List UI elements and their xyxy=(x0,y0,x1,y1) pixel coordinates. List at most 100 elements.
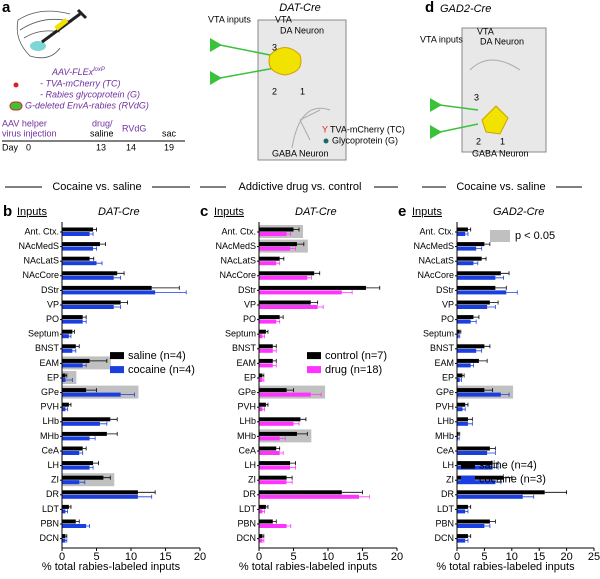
section-headers: Cocaine vs. saline Addictive drug vs. co… xyxy=(5,181,582,193)
bar xyxy=(62,334,69,339)
timeline-label: 19 xyxy=(164,142,174,152)
error-bar xyxy=(93,461,99,466)
bar xyxy=(62,242,100,247)
bar xyxy=(457,246,477,251)
bar xyxy=(259,421,294,426)
error-bar xyxy=(462,407,466,412)
error-bar xyxy=(489,446,496,451)
bar xyxy=(259,465,291,470)
legend-swatch xyxy=(307,366,321,374)
error-bar xyxy=(75,519,80,524)
bar xyxy=(62,319,83,324)
x-tick-label: 15 xyxy=(533,551,545,563)
bar xyxy=(62,315,83,320)
x-tick-label: 20 xyxy=(194,551,206,563)
error-bar xyxy=(96,261,103,266)
panel-letter: d xyxy=(425,0,434,16)
bar xyxy=(457,407,463,412)
gaba-neuron xyxy=(291,107,331,149)
error-bar xyxy=(286,475,293,480)
category-label: MHb xyxy=(40,431,59,441)
x-tick-label: 0 xyxy=(454,551,460,563)
timeline-label: 0 xyxy=(26,142,31,152)
bar xyxy=(259,490,342,495)
bar xyxy=(62,421,100,426)
category-label: NAcCore xyxy=(22,270,59,280)
error-bar xyxy=(272,358,277,363)
dat-schematic: DAT-Cre VTA inputs VTA DA Neuron GABA Ne… xyxy=(208,2,405,161)
error-bar xyxy=(93,227,97,232)
error-bar xyxy=(276,319,281,324)
bar xyxy=(62,373,66,378)
chart-title: GAD2-Cre xyxy=(493,206,544,218)
category-label: VP xyxy=(442,299,454,309)
input-neuron xyxy=(210,71,222,85)
x-axis-label: % total rabies-labeled inputs xyxy=(42,561,181,573)
error-bar xyxy=(495,285,507,290)
bar xyxy=(457,504,468,509)
bar xyxy=(62,227,94,232)
error-bar xyxy=(495,480,502,485)
category-label: DCN xyxy=(40,533,60,543)
error-bar xyxy=(279,451,284,455)
bar xyxy=(62,256,90,261)
error-bar xyxy=(106,431,118,436)
syringe xyxy=(41,8,88,44)
x-tick-label: 10 xyxy=(322,551,334,563)
bar xyxy=(62,451,80,455)
da-neuron xyxy=(469,59,521,71)
error-bar xyxy=(293,227,300,232)
legend-swatch xyxy=(110,366,124,374)
timeline-label: sac xyxy=(162,128,177,138)
error-bar xyxy=(68,504,72,509)
category-label: GPe xyxy=(436,387,454,397)
error-bar xyxy=(465,538,469,543)
highlight xyxy=(62,371,77,384)
error-bar xyxy=(272,344,277,349)
label: VTA xyxy=(275,14,292,24)
error-bar xyxy=(470,319,477,324)
category-label: DCN xyxy=(435,533,455,543)
label: VTA xyxy=(477,26,494,36)
error-bar xyxy=(300,417,307,422)
timeline-label: 13 xyxy=(96,142,106,152)
input-axon xyxy=(439,104,479,133)
bar xyxy=(457,329,460,334)
error-bar xyxy=(279,256,285,261)
x-tick-label: 0 xyxy=(256,551,262,563)
error-bar xyxy=(503,475,513,480)
panel-letter: e xyxy=(398,203,406,220)
bar xyxy=(259,519,273,524)
bar xyxy=(457,315,474,320)
bar xyxy=(259,417,301,422)
panel-letter: c xyxy=(200,203,208,220)
error-bar xyxy=(262,509,265,514)
error-bar xyxy=(341,490,363,495)
category-label: PVH xyxy=(237,402,256,412)
bar xyxy=(62,392,121,397)
bar xyxy=(457,275,496,280)
rabies-icon xyxy=(9,101,23,111)
error-bar xyxy=(99,242,106,247)
category-label: LDT xyxy=(437,504,455,514)
error-bar xyxy=(65,378,73,382)
error-bar xyxy=(293,421,300,426)
category-label: LDT xyxy=(239,504,257,514)
bar xyxy=(259,461,291,466)
error-bar xyxy=(290,461,296,466)
error-bar xyxy=(473,315,480,320)
input-neuron xyxy=(210,38,222,52)
bar xyxy=(62,465,90,470)
label: GABA Neuron xyxy=(472,148,529,158)
category-label: LH xyxy=(47,460,59,470)
timeline-label: saline xyxy=(90,128,114,138)
error-bar xyxy=(272,519,277,524)
category-label: MHb xyxy=(435,431,454,441)
bar xyxy=(62,461,94,466)
category-label: DStr xyxy=(436,285,454,295)
bar xyxy=(259,319,277,324)
error-bar xyxy=(99,421,108,426)
bar xyxy=(62,538,66,543)
error-bar xyxy=(484,388,494,393)
bar xyxy=(259,271,315,276)
